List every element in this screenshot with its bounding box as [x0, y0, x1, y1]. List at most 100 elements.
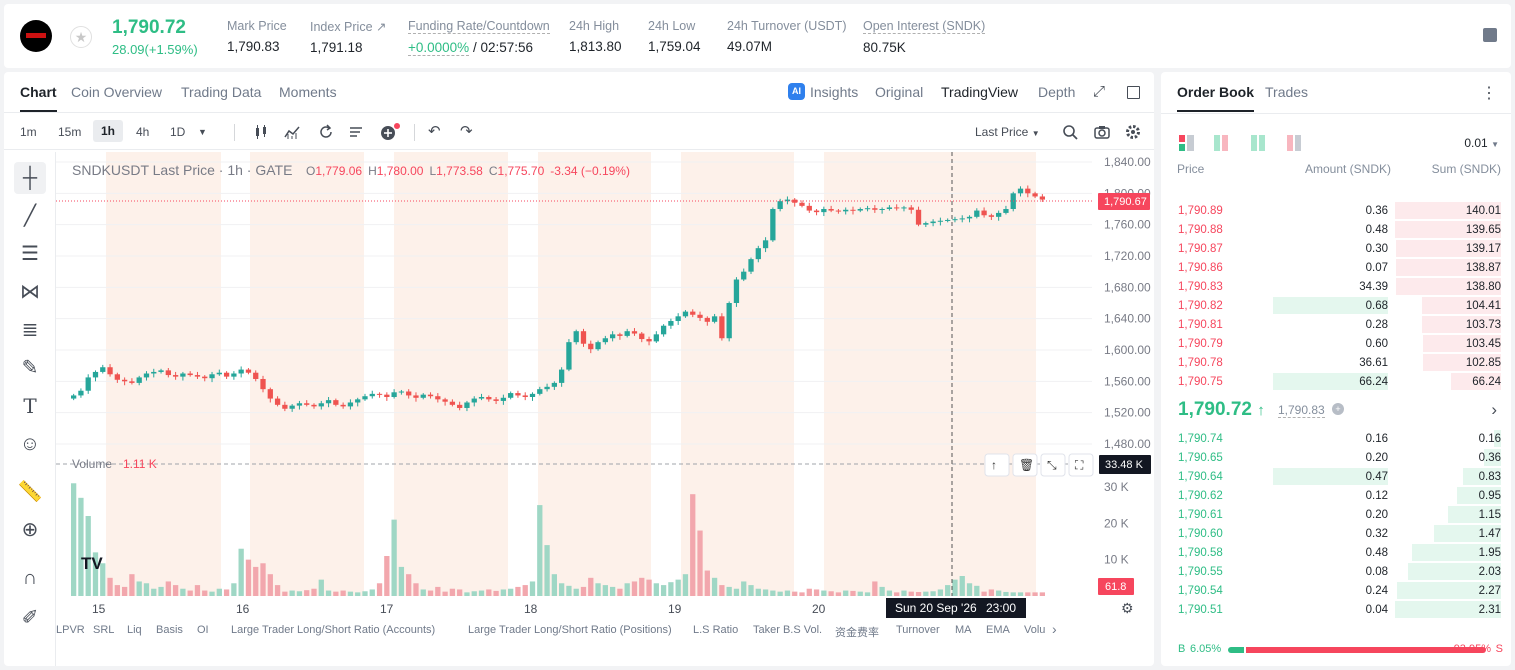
expand-icon[interactable]: ⤢: [1093, 83, 1106, 100]
settings-gear-icon[interactable]: [1125, 124, 1141, 140]
chevron-right-icon[interactable]: ›: [1052, 621, 1057, 637]
bid-row[interactable]: 1,790.55 0.08 2.03: [1161, 562, 1511, 581]
replay-icon[interactable]: [318, 124, 334, 140]
pencil-lock-tool-icon[interactable]: ✐: [21, 607, 39, 629]
text-tool-icon[interactable]: T: [23, 394, 37, 418]
bid-row[interactable]: 1,790.51 0.04 2.31: [1161, 600, 1511, 619]
ind-large-trader-positions[interactable]: Large Trader Long/Short Ratio (Positions…: [468, 624, 672, 636]
book-mode-bids-icon[interactable]: [1251, 135, 1267, 151]
redo-icon[interactable]: ↷: [460, 123, 473, 140]
price-tick: 1,680.00: [1104, 280, 1151, 294]
book-mode-both-icon[interactable]: [1179, 135, 1195, 151]
axis-settings-icon[interactable]: ⚙: [1121, 600, 1134, 616]
tab-coin-overview[interactable]: Coin Overview: [71, 84, 163, 100]
price-tick: 1,760.00: [1104, 218, 1151, 232]
tab-trades[interactable]: Trades: [1265, 84, 1309, 100]
timeframe-15m[interactable]: 15m: [58, 125, 82, 139]
precision-select[interactable]: 0.01 ▼: [1464, 136, 1499, 150]
candle-type-icon[interactable]: [253, 124, 269, 140]
ask-row[interactable]: 1,790.88 0.48 139.65: [1161, 220, 1511, 239]
add-alert-icon[interactable]: [380, 122, 402, 142]
search-icon[interactable]: [1062, 124, 1078, 140]
ask-row[interactable]: 1,790.79 0.60 103.45: [1161, 334, 1511, 353]
ind-liq[interactable]: Liq: [127, 624, 142, 636]
fib-tool-icon[interactable]: ≣: [21, 319, 39, 341]
bid-row[interactable]: 1,790.64 0.47 0.83: [1161, 467, 1511, 486]
magnet-tool-icon[interactable]: ∩: [22, 567, 38, 589]
ind-oi[interactable]: OI: [197, 624, 209, 636]
original-view-button[interactable]: Original: [875, 84, 924, 100]
ind-ma[interactable]: MA: [955, 624, 972, 636]
mark-info-icon[interactable]: +: [1332, 403, 1344, 415]
price-chart[interactable]: 1,840.001,800.001,760.001,720.001,680.00…: [56, 152, 1154, 618]
timeframe-1d[interactable]: 1D: [170, 125, 186, 139]
ind-taker-bs-vol[interactable]: Taker B.S Vol.: [753, 624, 823, 636]
bid-row[interactable]: 1,790.60 0.32 1.47: [1161, 524, 1511, 543]
ind-volume[interactable]: Volu: [1024, 624, 1046, 636]
ask-row[interactable]: 1,790.75 66.24 66.24: [1161, 372, 1511, 391]
volume-bar: [828, 591, 834, 596]
ask-row[interactable]: 1,790.83 34.39 138.80: [1161, 277, 1511, 296]
timeframe-dropdown-icon[interactable]: ▼: [198, 127, 207, 137]
pane-collapse-button[interactable]: [1040, 453, 1066, 477]
more-options-icon[interactable]: ⋮: [1481, 85, 1497, 102]
book-icon[interactable]: [1483, 28, 1497, 42]
emoji-tool-icon[interactable]: ☺: [19, 433, 41, 455]
ind-funding-rate[interactable]: 资金费率: [835, 627, 879, 639]
ask-row[interactable]: 1,790.86 0.07 138.87: [1161, 258, 1511, 277]
pattern-tool-icon[interactable]: ⋈: [20, 281, 40, 303]
ind-lpvr[interactable]: LPVR: [56, 624, 85, 636]
ind-ls-ratio[interactable]: L.S Ratio: [693, 624, 739, 636]
bid-row[interactable]: 1,790.54 0.24 2.27: [1161, 581, 1511, 600]
bid-row[interactable]: 1,790.61 0.20 1.15: [1161, 505, 1511, 524]
ask-row[interactable]: 1,790.89 0.36 140.01: [1161, 201, 1511, 220]
ind-srl[interactable]: SRL: [93, 624, 115, 636]
chevron-right-icon[interactable]: ›: [1491, 400, 1497, 419]
trendline-tool-icon[interactable]: ╱: [23, 205, 37, 227]
zoom-in-tool-icon[interactable]: ⊕: [21, 519, 39, 541]
ask-row[interactable]: 1,790.81 0.28 103.73: [1161, 315, 1511, 334]
ind-basis[interactable]: Basis: [156, 624, 183, 636]
book-mode-asks-icon[interactable]: [1287, 135, 1303, 151]
timeframe-4h[interactable]: 4h: [136, 125, 150, 139]
mid-price[interactable]: 1,790.72 ↑: [1178, 399, 1265, 421]
horizontal-lines-tool-icon[interactable]: ☰: [21, 243, 39, 265]
templates-icon[interactable]: [348, 124, 364, 140]
crosshair-tool-icon[interactable]: ┼: [14, 162, 46, 194]
volume-bar: [697, 530, 703, 596]
camera-icon[interactable]: [1094, 124, 1110, 140]
stat-index-price[interactable]: Index Price ↗ 1,791.18: [310, 20, 387, 55]
ask-row[interactable]: 1,790.87 0.30 139.17: [1161, 239, 1511, 258]
timeframe-1h[interactable]: 1h: [93, 120, 124, 142]
brush-tool-icon[interactable]: ✎: [21, 357, 39, 379]
favorite-star-icon[interactable]: ★: [70, 26, 92, 48]
pane-move-up-button[interactable]: [984, 453, 1010, 477]
ask-depth-bar: [1421, 297, 1501, 314]
bid-row[interactable]: 1,790.74 0.16 0.16: [1161, 429, 1511, 448]
ind-large-trader-accounts[interactable]: Large Trader Long/Short Ratio (Accounts): [231, 624, 436, 636]
undo-icon[interactable]: ↶: [428, 123, 441, 140]
tab-moments[interactable]: Moments: [279, 84, 337, 100]
tab-trading-data[interactable]: Trading Data: [181, 84, 262, 100]
ind-turnover[interactable]: Turnover: [896, 624, 940, 636]
window-icon[interactable]: [1127, 86, 1140, 99]
bid-row[interactable]: 1,790.58 0.48 1.95: [1161, 543, 1511, 562]
price-type-select[interactable]: Last Price ▼: [975, 125, 1040, 139]
timeframe-1m[interactable]: 1m: [20, 125, 37, 139]
ruler-tool-icon[interactable]: 📏: [17, 481, 43, 503]
depth-button[interactable]: Depth: [1038, 84, 1076, 100]
pane-delete-button[interactable]: [1012, 453, 1038, 477]
ask-row[interactable]: 1,790.78 36.61 102.85: [1161, 353, 1511, 372]
tab-order-book[interactable]: Order Book: [1177, 84, 1255, 112]
insights-button[interactable]: Insights: [810, 84, 859, 100]
book-mode-split-icon[interactable]: [1214, 135, 1230, 151]
ai-insights-icon[interactable]: AI: [788, 83, 805, 100]
bid-row[interactable]: 1,790.65 0.20 0.36: [1161, 448, 1511, 467]
bid-row[interactable]: 1,790.62 0.12 0.95: [1161, 486, 1511, 505]
indicators-icon[interactable]: [284, 124, 300, 140]
pane-maximize-button[interactable]: [1068, 453, 1094, 477]
tab-chart[interactable]: Chart: [20, 84, 57, 112]
ask-row[interactable]: 1,790.82 0.68 104.41: [1161, 296, 1511, 315]
ind-ema[interactable]: EMA: [986, 624, 1010, 636]
tradingview-button[interactable]: TradingView: [941, 84, 1019, 100]
